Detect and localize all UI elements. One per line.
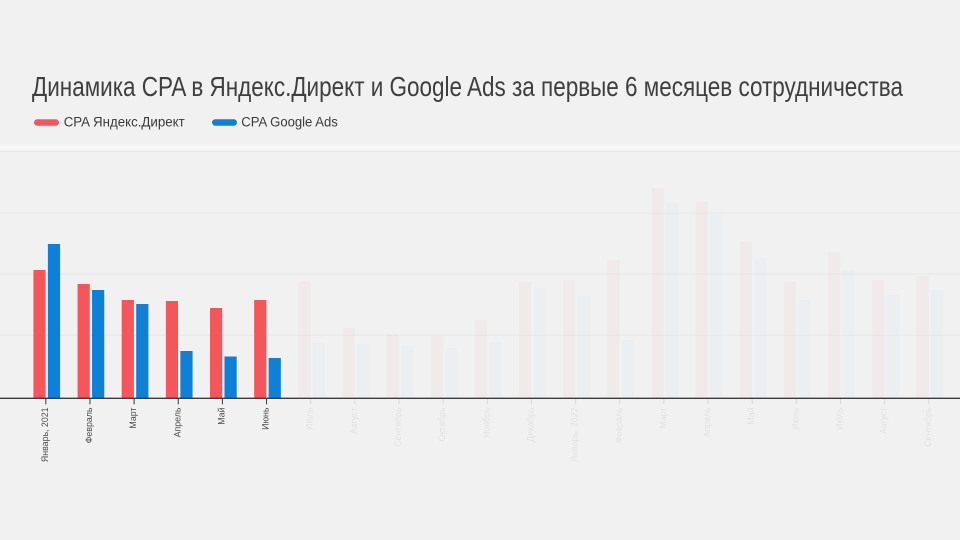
svg-text:CPA Яндекс.Директ: CPA Яндекс.Директ bbox=[64, 115, 185, 130]
svg-text:Сентябрь: Сентябрь bbox=[393, 407, 403, 447]
svg-text:Март: Март bbox=[128, 408, 138, 429]
svg-text:Октябрь: Октябрь bbox=[437, 407, 447, 442]
svg-text:Декабрь: Декабрь bbox=[525, 407, 535, 442]
svg-text:Динамика CPA в Яндекс.Директ и: Динамика CPA в Яндекс.Директ и Google Ad… bbox=[32, 71, 904, 102]
svg-text:Май: Май bbox=[746, 407, 756, 424]
svg-text:Август: Август bbox=[349, 408, 359, 434]
svg-text:Февраль: Февраль bbox=[614, 407, 624, 443]
svg-text:Август: Август bbox=[879, 408, 889, 434]
svg-text:Январь, 2022: Январь, 2022 bbox=[570, 407, 580, 462]
svg-text:Март: Март bbox=[658, 408, 668, 429]
svg-text:Май: Май bbox=[216, 407, 226, 424]
svg-text:Июль: Июль bbox=[835, 407, 845, 430]
svg-text:Июль: Июль bbox=[305, 407, 315, 430]
svg-text:Апрель: Апрель bbox=[702, 407, 712, 437]
svg-text:Январь, 2021: Январь, 2021 bbox=[40, 407, 50, 462]
svg-text:Июнь: Июнь bbox=[790, 407, 800, 430]
svg-text:Февраль: Февраль bbox=[84, 407, 94, 443]
svg-text:Ноябрь: Ноябрь bbox=[481, 407, 491, 438]
svg-text:Сентябрь: Сентябрь bbox=[923, 407, 933, 447]
svg-text:Июнь: Июнь bbox=[261, 407, 271, 430]
svg-text:CPA Google Ads: CPA Google Ads bbox=[241, 115, 338, 130]
svg-text:Апрель: Апрель bbox=[172, 407, 182, 437]
